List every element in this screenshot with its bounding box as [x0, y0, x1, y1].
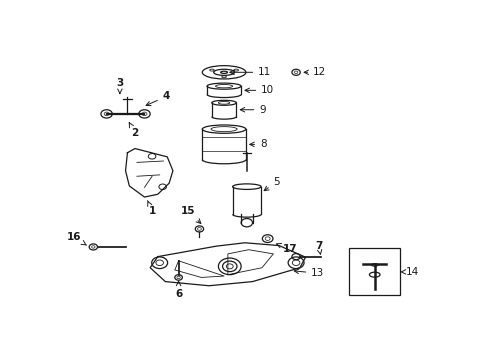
Text: 10: 10 — [244, 85, 274, 95]
Text: 14: 14 — [400, 267, 418, 277]
Text: 6: 6 — [175, 281, 182, 298]
Text: 17: 17 — [276, 243, 297, 254]
Text: 13: 13 — [294, 268, 324, 278]
Text: 8: 8 — [249, 139, 266, 149]
Text: 15: 15 — [181, 206, 201, 224]
Text: 16: 16 — [67, 232, 86, 245]
Text: 1: 1 — [147, 201, 155, 216]
Text: 11: 11 — [229, 67, 271, 77]
Text: 2: 2 — [129, 123, 139, 138]
Text: 7: 7 — [314, 240, 322, 254]
Text: 5: 5 — [264, 177, 280, 191]
Text: 4: 4 — [146, 91, 170, 105]
Text: 12: 12 — [304, 67, 325, 77]
Text: 3: 3 — [116, 78, 123, 94]
Bar — [348, 248, 400, 296]
Text: 9: 9 — [240, 105, 265, 115]
